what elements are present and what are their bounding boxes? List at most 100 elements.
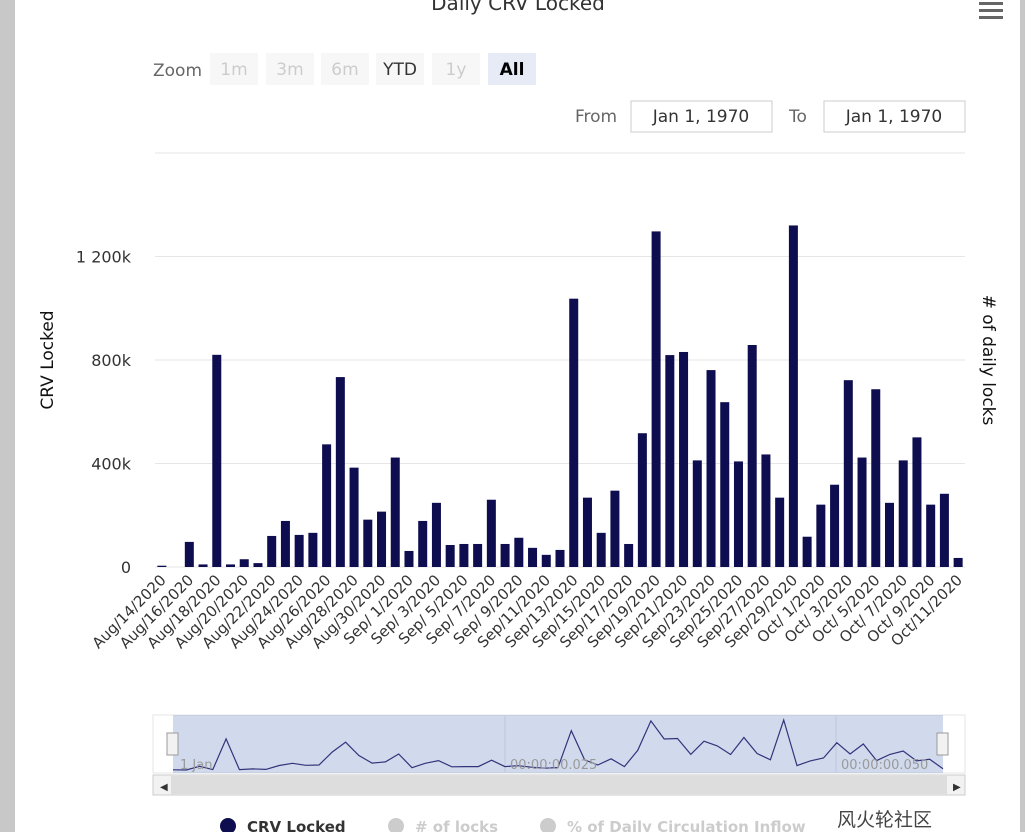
bar — [665, 355, 675, 567]
bar — [679, 351, 689, 567]
bar — [637, 433, 647, 567]
bar — [747, 344, 757, 567]
bar — [514, 537, 524, 567]
bar — [239, 559, 249, 567]
bar — [555, 549, 565, 567]
bar — [720, 402, 730, 567]
bar — [349, 467, 359, 567]
navigator-label: 1 Jan — [180, 758, 212, 773]
y2-axis-title: # of daily locks — [978, 295, 998, 426]
zoom-label: Zoom — [153, 61, 202, 81]
bar — [624, 543, 634, 567]
to-value: Jan 1, 1970 — [845, 107, 943, 127]
bar — [884, 502, 894, 567]
to-label: To — [788, 107, 807, 127]
bar — [157, 565, 167, 567]
scrollbar-thumb[interactable] — [171, 776, 947, 794]
page: Daily CRV Locked Zoom From Jan 1, 1970 T… — [15, 0, 1020, 832]
bar — [926, 504, 936, 567]
legend-item[interactable]: # of locks — [415, 818, 498, 832]
bar — [898, 460, 908, 567]
bar — [610, 490, 620, 567]
legend-item[interactable]: CRV Locked — [247, 818, 346, 832]
bar — [390, 457, 400, 567]
bar — [363, 519, 373, 567]
scroll-left[interactable]: ◀ — [160, 782, 168, 793]
zoom-button[interactable] — [376, 53, 424, 85]
zoom-button[interactable] — [321, 53, 369, 85]
navigator-handle[interactable] — [166, 732, 179, 756]
bar — [198, 564, 208, 567]
from-value: Jan 1, 1970 — [652, 107, 750, 127]
navigator-label: 00:00:00.025 — [510, 758, 597, 773]
navigator-label: 00:00:00.050 — [841, 758, 928, 773]
bar — [459, 543, 469, 567]
navigator-line — [172, 717, 944, 771]
scroll-right[interactable]: ▶ — [953, 782, 961, 793]
zoom-button[interactable] — [210, 53, 258, 85]
bar — [761, 454, 771, 567]
to-input[interactable] — [823, 100, 966, 133]
bar — [816, 504, 826, 567]
bar — [569, 298, 579, 567]
bar — [308, 532, 318, 567]
chart: Daily CRV Locked Zoom From Jan 1, 1970 T… — [38, 0, 1003, 832]
y-tick-label: 400k — [91, 455, 132, 474]
chart-title: Daily CRV Locked — [431, 0, 605, 15]
bar — [377, 511, 387, 567]
bar — [582, 497, 592, 567]
bar — [651, 231, 661, 567]
zoom-button-label: 6m — [331, 60, 358, 80]
zoom-button[interactable] — [432, 53, 480, 85]
bar — [267, 535, 277, 567]
bar — [939, 493, 949, 567]
from-input[interactable] — [630, 100, 773, 133]
bar — [418, 520, 428, 567]
bar — [802, 536, 812, 567]
bar — [541, 554, 551, 567]
legend-symbol — [388, 818, 404, 832]
bar — [226, 564, 236, 567]
bar — [212, 354, 222, 567]
bar — [596, 532, 606, 567]
bar — [473, 543, 483, 567]
watermark: 风火轮社区 — [837, 809, 932, 831]
bar — [733, 461, 743, 567]
navigator-handle[interactable] — [936, 732, 949, 756]
y-axis-title: CRV Locked — [38, 310, 58, 409]
bar — [953, 557, 963, 567]
zoom-button[interactable] — [266, 53, 314, 85]
bar — [871, 389, 881, 567]
bar — [706, 370, 716, 567]
zoom-button-label: 3m — [276, 60, 303, 80]
zoom-button[interactable] — [488, 53, 536, 85]
y-tick-label: 0 — [121, 558, 131, 577]
bar — [692, 460, 702, 567]
zoom-button-label: 1m — [220, 60, 247, 80]
zoom-button-label: YTD — [382, 60, 417, 80]
bar — [445, 545, 455, 567]
bar — [431, 502, 441, 567]
bar — [335, 377, 345, 567]
bar — [830, 484, 840, 567]
bar — [253, 563, 263, 567]
bar — [912, 437, 922, 567]
zoom-button-label: All — [500, 60, 525, 80]
legend-symbol — [540, 818, 556, 832]
navigator-mask[interactable] — [173, 715, 943, 773]
bar — [843, 380, 853, 567]
zoom-button-label: 1y — [446, 60, 467, 80]
bar — [280, 520, 290, 567]
y-tick-label: 1 200k — [76, 248, 132, 267]
legend-symbol — [220, 818, 236, 832]
bar — [857, 457, 867, 567]
bar — [184, 541, 194, 567]
legend-item[interactable]: % of Daily Circulation Inflow — [567, 818, 806, 832]
y-tick-label: 800k — [91, 351, 132, 370]
bar — [322, 444, 332, 567]
bar — [500, 543, 510, 567]
from-label: From — [575, 107, 617, 127]
bar — [486, 499, 496, 567]
menu-icon[interactable] — [979, 2, 1003, 19]
bar — [404, 550, 414, 567]
